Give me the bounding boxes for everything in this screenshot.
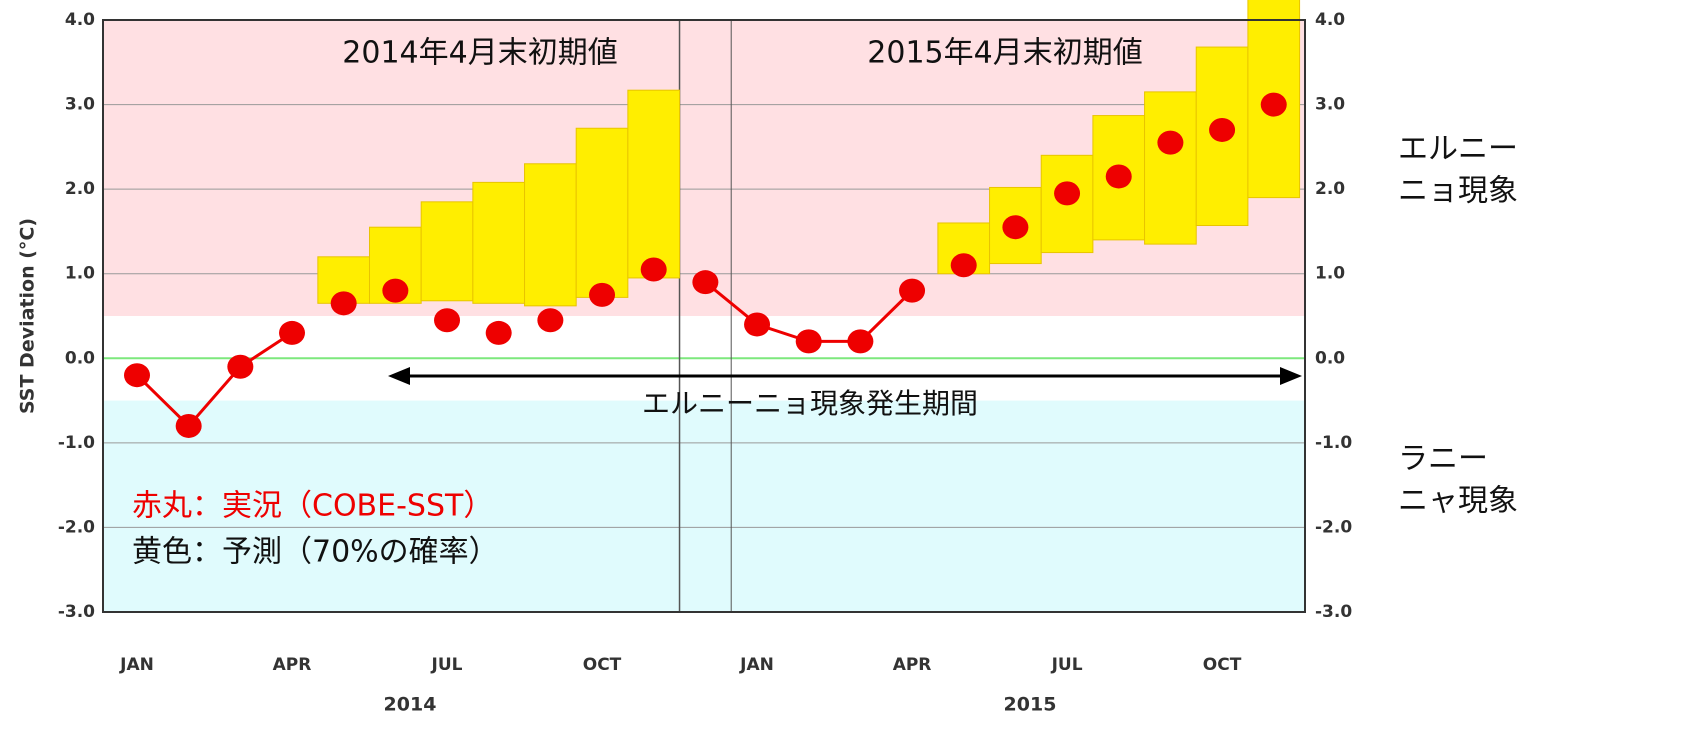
y2-tick-label: -2.0: [1315, 517, 1352, 537]
observed-dot: [1002, 215, 1029, 240]
el-nino-label: エルニー: [1398, 132, 1518, 167]
year-label: 2015: [1004, 694, 1057, 716]
y2-tick-label: -1.0: [1315, 433, 1352, 453]
observed-dot: [847, 329, 874, 354]
la-nina-label: ニャ現象: [1398, 484, 1518, 519]
y-tick-label: 0.0: [65, 348, 95, 368]
observed-dot: [124, 363, 150, 388]
observed-dot: [1054, 181, 1081, 206]
y2-tick-label: 1.0: [1315, 264, 1345, 284]
el-nino-label: ニョ現象: [1398, 174, 1518, 209]
panel-title: 2014年4月末初期値: [342, 36, 617, 71]
forecast-box: [524, 163, 577, 307]
observed-dot: [537, 308, 564, 333]
observed-dot: [589, 282, 616, 307]
y2-tick-label: 2.0: [1315, 179, 1345, 199]
observed-dot: [1260, 92, 1287, 117]
forecast-box: [369, 226, 422, 304]
arrow-head: [388, 367, 410, 385]
x-tick-label: APR: [273, 655, 312, 675]
x-tick-label: JUL: [1051, 655, 1083, 675]
y-tick-label: -3.0: [58, 602, 95, 622]
observed-dot: [1209, 117, 1236, 142]
observed-dot: [795, 329, 822, 354]
x-tick-label: JAN: [119, 655, 154, 675]
y-tick-label: 3.0: [65, 95, 95, 115]
y-tick-label: 2.0: [65, 179, 95, 199]
x-tick-label: APR: [893, 655, 932, 675]
forecast-box: [575, 127, 629, 298]
y2-tick-label: -3.0: [1315, 602, 1352, 622]
y-axis-label: SST Deviation (°C): [17, 218, 39, 414]
y2-tick-label: 4.0: [1315, 10, 1345, 30]
observed-dot: [1157, 130, 1184, 155]
observed-dot: [640, 257, 667, 282]
y2-tick-label: 0.0: [1315, 348, 1345, 368]
observed-line: [135, 331, 293, 429]
legend-entry: 黄色：予測（70%の確率）: [132, 535, 499, 570]
year-label: 2014: [384, 694, 437, 716]
y2-tick-label: 3.0: [1315, 95, 1345, 115]
observed-dot: [1105, 164, 1132, 189]
observed-dot: [279, 320, 306, 345]
forecast-box: [420, 201, 474, 302]
observed-dot: [330, 291, 357, 316]
observed-dot: [899, 278, 926, 303]
la-nina-band: [103, 400, 1305, 612]
y-tick-label: -2.0: [58, 517, 95, 537]
x-tick-label: OCT: [583, 655, 622, 675]
observed-dot: [434, 308, 461, 333]
plot-frame: [102, 19, 1306, 613]
forecast-box: [1144, 91, 1197, 245]
observed-dot: [382, 278, 409, 303]
forecast-box: [472, 181, 526, 304]
y-tick-label: -1.0: [58, 433, 95, 453]
x-tick-label: JAN: [739, 655, 774, 675]
observed-dot: [744, 312, 771, 337]
observed-dot: [692, 270, 719, 295]
la-nina-label: ラニー: [1398, 442, 1488, 477]
observed-dot: [485, 320, 512, 345]
x-tick-label: OCT: [1203, 655, 1242, 675]
observed-dot: [227, 354, 254, 379]
legend-entry: 赤丸：実況（COBE-SST）: [132, 489, 493, 524]
period-label: エルニーニョ現象発生期間: [642, 387, 978, 420]
y-tick-label: 4.0: [65, 10, 95, 30]
x-tick-label: JUL: [431, 655, 463, 675]
forecast-box: [627, 89, 681, 279]
observed-dot: [950, 253, 977, 278]
y-tick-label: 1.0: [65, 264, 95, 284]
observed-dot: [175, 413, 202, 438]
arrow-head: [1280, 367, 1302, 385]
panel-title: 2015年4月末初期値: [867, 36, 1142, 71]
